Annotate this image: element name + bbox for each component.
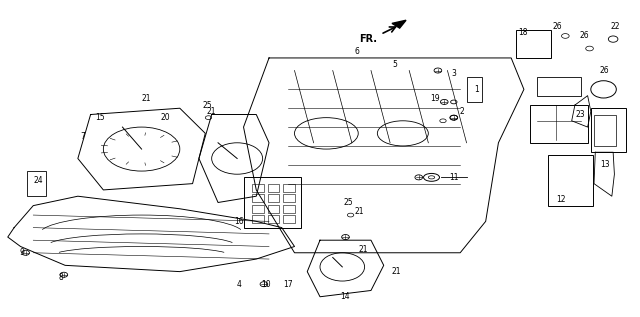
- Text: 1: 1: [474, 85, 479, 94]
- Text: 4: 4: [237, 280, 241, 289]
- Bar: [594, 114, 616, 146]
- Bar: [268, 215, 279, 223]
- Bar: [252, 215, 264, 223]
- Bar: [548, 155, 593, 206]
- Bar: [27, 171, 46, 196]
- Text: 25: 25: [344, 198, 353, 207]
- Bar: [268, 194, 279, 202]
- Bar: [252, 205, 264, 212]
- Bar: [252, 184, 264, 192]
- Text: 10: 10: [261, 280, 271, 289]
- Text: 6: 6: [355, 47, 360, 56]
- Text: FR.: FR.: [359, 34, 378, 44]
- Text: 7: 7: [81, 132, 85, 141]
- Text: 17: 17: [284, 280, 293, 289]
- Bar: [268, 205, 279, 212]
- Text: 11: 11: [449, 173, 459, 182]
- Text: 14: 14: [340, 292, 350, 301]
- Bar: [516, 30, 551, 58]
- Text: 16: 16: [234, 217, 244, 226]
- Bar: [283, 215, 294, 223]
- Text: 13: 13: [601, 160, 611, 169]
- Text: 26: 26: [580, 31, 589, 41]
- Text: 22: 22: [611, 22, 620, 31]
- Text: 12: 12: [556, 195, 566, 204]
- Bar: [537, 77, 581, 96]
- Text: 21: 21: [392, 267, 401, 276]
- Bar: [252, 194, 264, 202]
- Text: 26: 26: [552, 22, 562, 31]
- Text: 8: 8: [58, 273, 63, 282]
- Polygon shape: [392, 20, 406, 28]
- Text: 9: 9: [19, 248, 24, 257]
- Text: 5: 5: [392, 60, 397, 69]
- Bar: [268, 184, 279, 192]
- Text: 21: 21: [355, 207, 364, 217]
- Text: 18: 18: [518, 28, 527, 37]
- Text: 15: 15: [95, 113, 105, 122]
- Bar: [591, 108, 626, 152]
- Bar: [531, 105, 588, 143]
- Text: 21: 21: [207, 107, 216, 116]
- Text: 23: 23: [575, 110, 585, 119]
- Text: 24: 24: [33, 176, 43, 185]
- Text: 26: 26: [600, 66, 609, 75]
- Text: 3: 3: [451, 69, 456, 78]
- Bar: [283, 184, 294, 192]
- Bar: [244, 177, 301, 228]
- Bar: [283, 205, 294, 212]
- Bar: [283, 194, 294, 202]
- Text: 21: 21: [142, 94, 152, 103]
- Text: 25: 25: [202, 100, 212, 110]
- Text: 19: 19: [430, 94, 440, 103]
- Text: 2: 2: [459, 107, 464, 116]
- Text: 20: 20: [161, 113, 171, 122]
- Text: 21: 21: [358, 245, 368, 254]
- Bar: [467, 77, 483, 102]
